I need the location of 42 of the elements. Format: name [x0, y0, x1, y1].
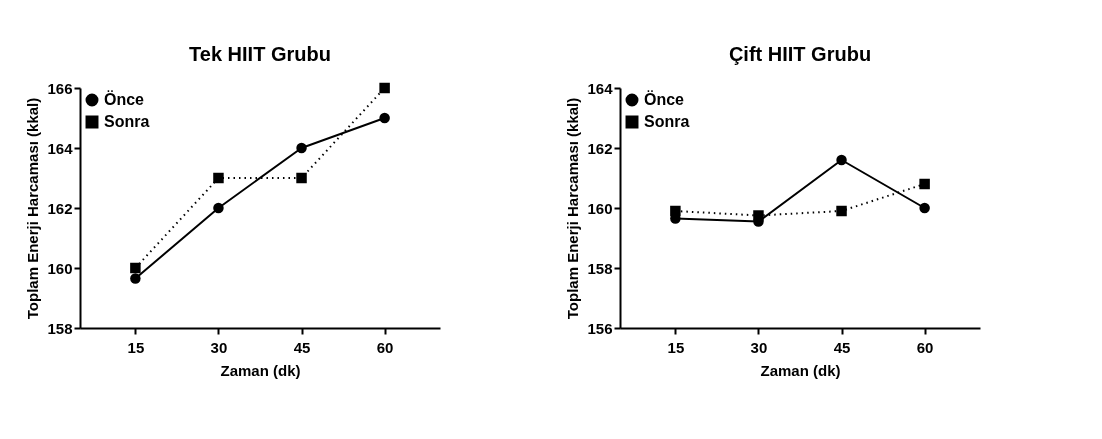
point [753, 210, 764, 221]
x-tick-label: 30 [210, 338, 228, 356]
y-tick-label: 164 [47, 139, 74, 157]
x-tick-label: 45 [293, 338, 311, 356]
point [130, 273, 141, 284]
x-tick-label: 60 [376, 338, 394, 356]
x-tick-label: 60 [916, 338, 934, 356]
chart-title: Çift HIIT Grubu [728, 43, 872, 65]
point [379, 82, 390, 94]
point [919, 178, 930, 190]
y-tick-label: 156 [587, 319, 613, 337]
y-tick-label: 162 [587, 139, 613, 157]
x-axis-title: Zaman (dk) [220, 361, 301, 379]
y-tick-label: 166 [47, 79, 73, 97]
point [213, 172, 224, 184]
legend-label: Önce [644, 90, 685, 108]
y-tick-label: 158 [587, 259, 613, 277]
point [296, 142, 307, 154]
legend-label: Sonra [104, 113, 150, 130]
legend-label: Önce [104, 90, 145, 108]
x-tick-label: 45 [833, 338, 851, 356]
y-tick-label: 160 [47, 259, 73, 277]
y-tick-label: 158 [47, 319, 73, 337]
y-axis-title: Toplam Enerji Harcaması (kkal) [24, 97, 42, 320]
x-tick-label: 15 [667, 338, 685, 356]
x-tick-label: 15 [127, 338, 145, 356]
point [379, 112, 390, 124]
x-axis-title: Zaman (dk) [760, 361, 841, 379]
point [836, 205, 847, 217]
chart-title: Tek HIIT Grubu [189, 43, 331, 65]
point [670, 205, 681, 217]
y-tick-label: 164 [587, 79, 614, 97]
point [919, 202, 930, 214]
point [296, 172, 307, 184]
y-tick-label: 160 [587, 199, 613, 217]
point [213, 202, 224, 214]
y-axis-title: Toplam Enerji Harcaması (kkal) [564, 97, 582, 320]
point [836, 154, 847, 166]
point [130, 262, 141, 274]
x-tick-label: 30 [750, 338, 768, 356]
legend-label: Sonra [644, 113, 690, 130]
y-tick-label: 162 [47, 199, 73, 217]
